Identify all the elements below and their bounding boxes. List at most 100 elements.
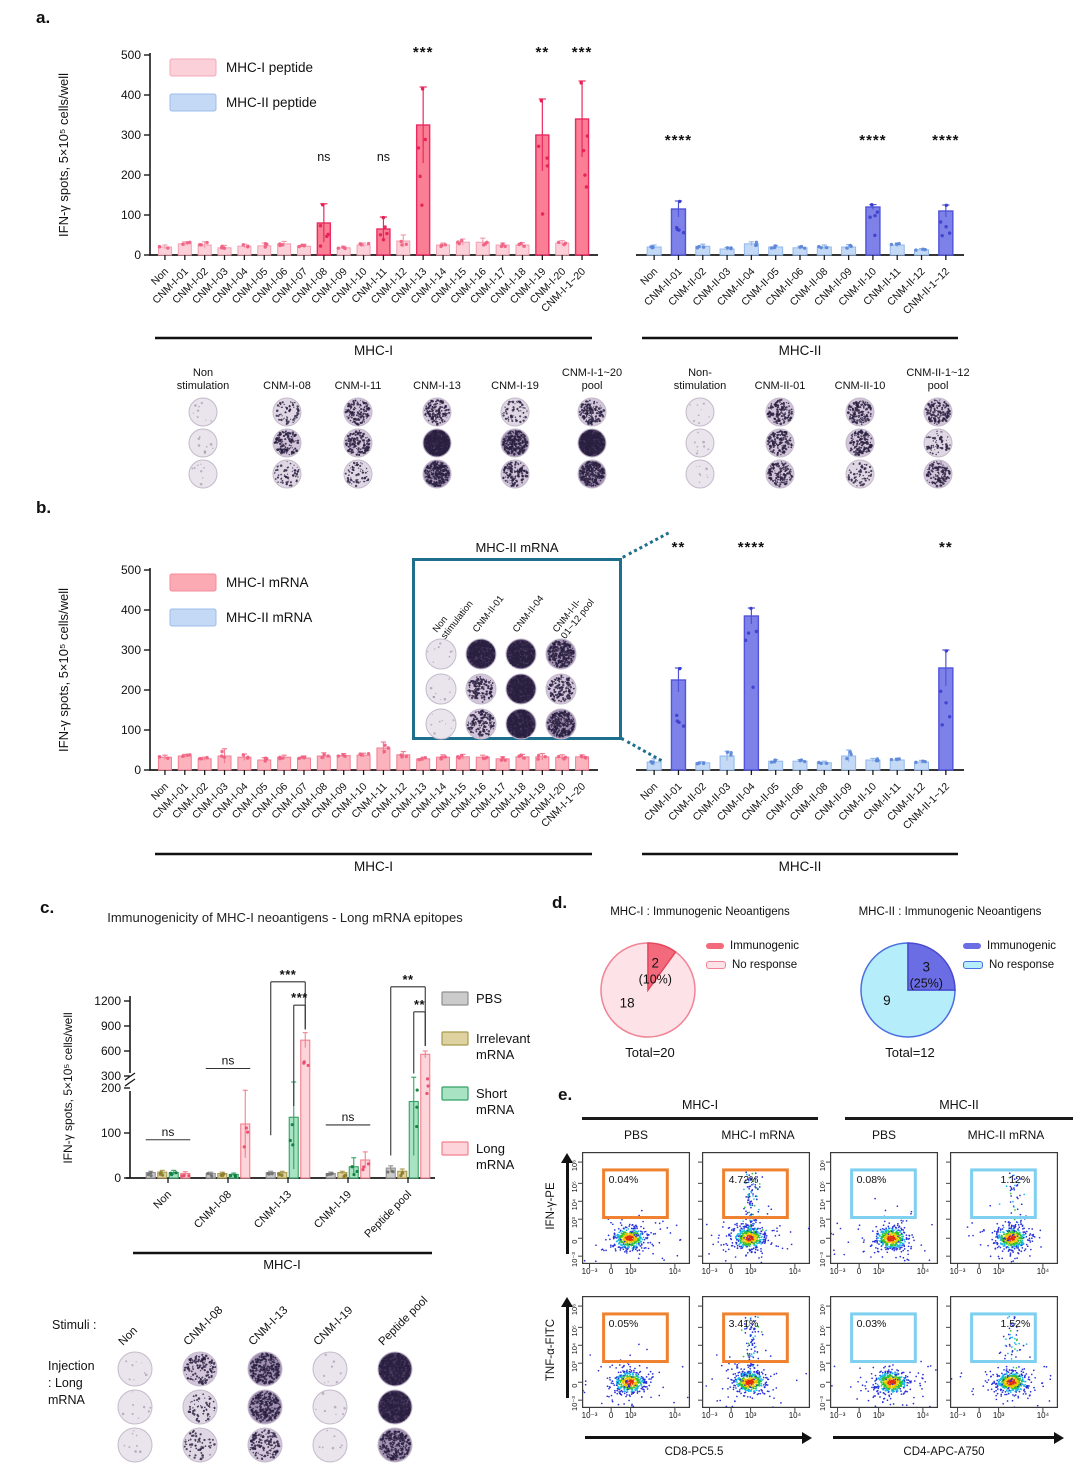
data-point [875, 210, 880, 214]
elispot-well [247, 1351, 283, 1387]
data-point [326, 754, 330, 758]
y-tick-label: 200 [121, 683, 141, 697]
legend-swatch [169, 573, 217, 592]
panel-a-elispot-wells: Non stimulation CNM-I-08 CNM-I-11 CNM-I-13 CN… [177, 367, 970, 489]
data-point [802, 246, 807, 250]
data-point [220, 1173, 225, 1178]
x-tick-label: 10⁴ [916, 1267, 930, 1276]
annotation-ns: ns [205, 1054, 251, 1070]
bar [420, 1053, 431, 1179]
significance-label: ** [672, 539, 686, 556]
data-point [772, 245, 777, 250]
elispot-well [247, 1427, 283, 1463]
legend-item-immunogenic: Immunogenic [963, 936, 1056, 955]
elispot-well [685, 428, 715, 458]
no-response-swatch [706, 960, 726, 969]
data-point [182, 1174, 186, 1178]
well-column-label: CNM-I-1~20 pool [562, 367, 622, 392]
data-point [769, 760, 774, 764]
flow-plot-MHC-I-mrna-row0: 4.72% [698, 1152, 811, 1268]
elispot-well [577, 428, 607, 458]
significance-label: **** [932, 132, 959, 149]
data-point [944, 701, 948, 705]
flow-plot-MHC-II-pbs-row0: 0.08% [826, 1152, 939, 1268]
data-point [246, 755, 250, 759]
data-point [290, 1123, 294, 1127]
y-tick-label: 0 [134, 763, 141, 777]
data-point [188, 240, 192, 244]
data-point [297, 244, 301, 249]
data-point [300, 755, 304, 759]
significance-label: **** [665, 132, 692, 149]
x-tick-label: 10⁴ [1036, 1267, 1050, 1276]
y-tick-label: 900 [101, 1019, 121, 1033]
data-point [456, 755, 460, 759]
y-tick-label: 10⁻³ [818, 1252, 827, 1267]
legend-swatch [169, 608, 217, 627]
data-point [322, 752, 326, 757]
y-axis-label: IFN-γ spots, 5×10⁵ cells/well [56, 588, 71, 752]
data-point [420, 203, 424, 207]
data-point [209, 1173, 213, 1177]
flow-col-mhc2-mrna: MHC-II mRNA [967, 1128, 1045, 1142]
data-point [845, 246, 849, 250]
well-column-label: Non [117, 1325, 140, 1348]
flow-plot-MHC-I-pbs-row0: 0.04% [578, 1152, 691, 1268]
elispot-well [182, 1389, 218, 1425]
y-tick-label: 0 [114, 1171, 121, 1185]
data-point [198, 756, 202, 761]
data-point [944, 203, 949, 207]
x-tick-labels: 10⁻³ 0 10³ 10⁴ [582, 1267, 690, 1279]
data-point [263, 245, 268, 249]
data-point [174, 1171, 178, 1175]
y-tick-label: 10⁵ [570, 1181, 579, 1193]
axis-break-mark [124, 1078, 136, 1087]
elispot-well [377, 1427, 413, 1463]
elispot-well [117, 1427, 153, 1463]
data-point [242, 1145, 246, 1149]
data-point [205, 755, 209, 760]
data-point [157, 244, 162, 249]
elispot-well [685, 459, 715, 489]
y-tick-labels: 10⁻³ 0 10³ 10⁴ 10⁵ 10⁶ [818, 1296, 830, 1411]
data-point [536, 757, 540, 761]
legend-label: MHC-I mRNA [226, 575, 309, 590]
elispot-well [312, 1427, 348, 1463]
stimuli-label: Stimuli : [52, 1318, 97, 1332]
panel-b-label: b. [36, 498, 52, 517]
data-point [385, 231, 389, 236]
y-tick-label: 10⁻³ [570, 1252, 579, 1267]
data-point [404, 754, 409, 759]
y-tick-label: 0 [134, 248, 141, 262]
data-point [188, 753, 192, 757]
gate [602, 1312, 669, 1364]
data-point [870, 203, 874, 207]
data-point [501, 756, 505, 760]
y-tick-label: 10⁶ [570, 1303, 579, 1316]
y-tick-labels: 10⁻³ 0 10³ 10⁴ 10⁵ 10⁶ [570, 1296, 582, 1411]
legend-swatch [441, 991, 469, 1006]
data-point [824, 761, 829, 765]
data-point [220, 749, 224, 754]
data-point [187, 1174, 191, 1178]
data-point [503, 244, 507, 249]
cd4-axis-label: CD4-APC-A750 [903, 1446, 985, 1458]
data-point [581, 148, 586, 153]
data-point [382, 749, 387, 754]
inset-column-label: CNM-II-04 [511, 594, 547, 635]
annotation-ns: ns [325, 1110, 371, 1126]
data-point [545, 156, 549, 160]
y-tick-label: 100 [121, 208, 141, 222]
data-point [743, 638, 748, 643]
x-tick-labels: 10⁻³ 0 10³ 10⁴ [830, 1267, 938, 1279]
x-tick-labels: 10⁻³ 0 10³ 10⁴ [830, 1411, 938, 1423]
flow-group-mhc1-header: MHC-I [681, 1098, 719, 1112]
x-tick-label: 0 [728, 1411, 734, 1420]
data-point [873, 233, 877, 238]
data-point [381, 237, 386, 242]
legend-label: MHC-II mRNA [226, 610, 312, 625]
legend-label: No response [989, 958, 1055, 971]
data-point [584, 185, 589, 189]
well-column-label: CNM-I-13 [247, 1304, 291, 1348]
data-point [361, 1168, 365, 1172]
